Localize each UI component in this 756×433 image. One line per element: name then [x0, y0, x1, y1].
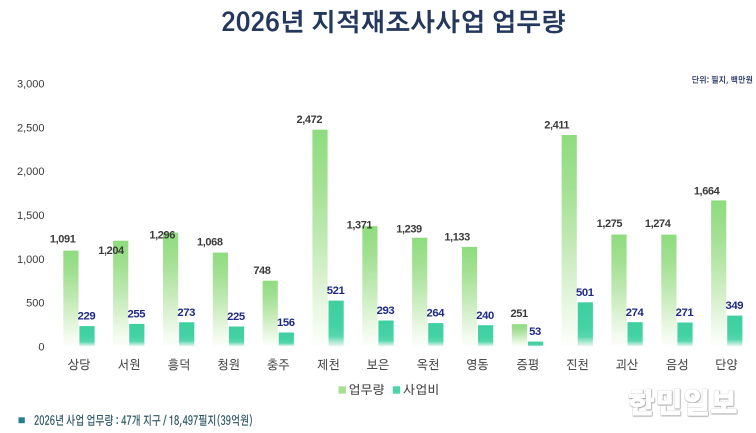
svg-text:349: 349 — [725, 300, 743, 312]
svg-text:1,500: 1,500 — [17, 210, 45, 222]
svg-text:1,133: 1,133 — [444, 232, 470, 244]
svg-text:251: 251 — [511, 308, 528, 320]
svg-text:748: 748 — [253, 265, 270, 277]
svg-text:1,239: 1,239 — [396, 224, 422, 236]
svg-text:271: 271 — [676, 307, 694, 319]
svg-text:1,296: 1,296 — [149, 230, 175, 242]
svg-text:1,091: 1,091 — [50, 233, 76, 245]
svg-text:521: 521 — [327, 285, 345, 297]
svg-text:1,664: 1,664 — [694, 185, 721, 197]
svg-text:2,472: 2,472 — [297, 114, 323, 126]
svg-text:255: 255 — [127, 309, 145, 321]
svg-text:1,275: 1,275 — [597, 218, 623, 230]
svg-text:53: 53 — [529, 326, 541, 338]
svg-text:264: 264 — [426, 308, 445, 320]
svg-text:3,000: 3,000 — [17, 79, 45, 91]
svg-text:1,274: 1,274 — [645, 218, 672, 230]
svg-text:500: 500 — [26, 298, 44, 310]
svg-text:156: 156 — [277, 317, 295, 329]
svg-text:273: 273 — [177, 307, 195, 319]
svg-text:2,411: 2,411 — [544, 119, 569, 131]
svg-text:274: 274 — [626, 307, 645, 319]
svg-text:229: 229 — [78, 311, 96, 323]
svg-text:501: 501 — [576, 287, 594, 299]
svg-text:0: 0 — [38, 341, 44, 353]
svg-text:2,500: 2,500 — [17, 122, 45, 134]
svg-text:293: 293 — [377, 305, 395, 317]
svg-text:1,371: 1,371 — [347, 220, 373, 232]
svg-text:1,204: 1,204 — [98, 245, 125, 257]
svg-text:1,068: 1,068 — [197, 237, 223, 249]
svg-text:225: 225 — [227, 311, 245, 323]
svg-text:240: 240 — [476, 310, 494, 322]
svg-text:2,000: 2,000 — [17, 166, 45, 178]
svg-text:1,000: 1,000 — [17, 254, 45, 266]
